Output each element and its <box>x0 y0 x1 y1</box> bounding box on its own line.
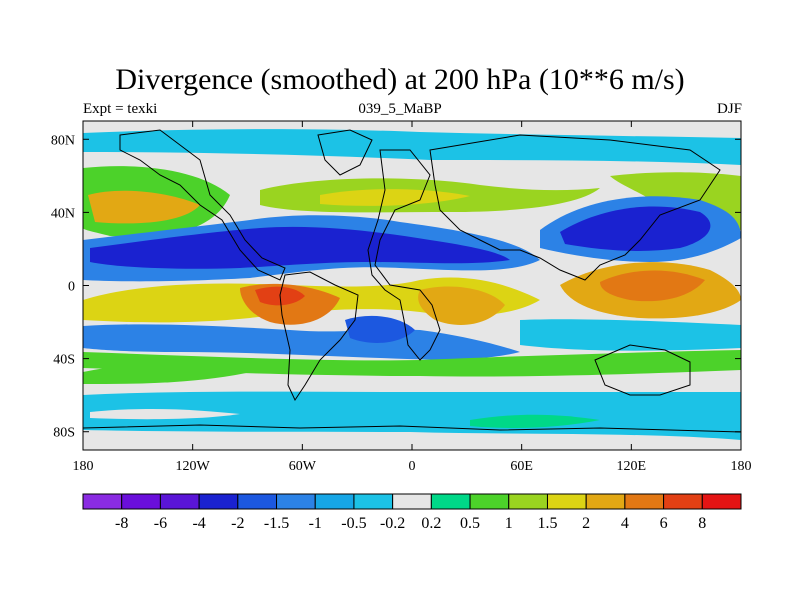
experiment-label: Expt = texki <box>83 101 158 117</box>
asia-convergence-core <box>560 206 711 251</box>
lon-tick-label: 120W <box>176 459 211 474</box>
colorbar-label: -1.5 <box>264 515 289 532</box>
colorbar-swatch <box>276 493 316 510</box>
lon-tick-label: 0 <box>409 459 416 474</box>
divergence-field <box>83 121 741 450</box>
colorbar-label: -8 <box>115 515 128 532</box>
colorbar-label: 0.2 <box>421 515 441 532</box>
colorbar-swatch <box>159 493 200 510</box>
colorbar-label: 0.5 <box>460 515 480 532</box>
colorbar-label: -0.2 <box>380 515 405 532</box>
colorbar-swatch <box>508 493 548 510</box>
colorbar-swatch <box>237 493 278 510</box>
europe-africa-coast <box>367 149 441 361</box>
lat-tick-label: 40N <box>51 206 75 221</box>
colorbar-label: -6 <box>154 515 167 532</box>
colorbar-swatch <box>353 493 394 510</box>
africa-divergence <box>418 286 505 325</box>
greenland-coast <box>317 129 373 176</box>
south-america-coast <box>279 271 359 402</box>
colorbar-label: 8 <box>698 515 706 532</box>
south-atlantic-core <box>345 315 415 343</box>
colorbar-swatch <box>314 493 355 510</box>
north-pacific-divergence-core <box>88 190 200 224</box>
south-green-band <box>83 350 741 377</box>
southern-green-patch <box>470 414 600 428</box>
lat-tick-label: 0 <box>68 280 75 295</box>
maritime-core <box>600 270 705 302</box>
lon-tick-label: 180 <box>73 459 94 474</box>
colorbar-label: -0.5 <box>341 515 366 532</box>
north-atlantic-core <box>320 189 470 206</box>
season-label: DJF <box>716 101 742 117</box>
colorbar-label: 2 <box>582 515 590 532</box>
colorbar-swatch <box>430 493 471 510</box>
colorbar-label: -1 <box>309 515 322 532</box>
colorbar-swatch <box>469 493 510 510</box>
lat-tick-label: 80S <box>53 426 75 441</box>
case-label: 039_5_MaBP <box>358 101 442 117</box>
lon-tick-label: 60W <box>289 459 317 474</box>
asia-coast <box>429 134 721 281</box>
colorbar-label: 4 <box>621 515 629 532</box>
colorbar-swatch <box>585 493 626 510</box>
south-indian-convergence <box>520 319 741 351</box>
colorbar-swatch <box>701 493 742 510</box>
colorbar: -8 -6 -4 -2 -1.5 -1 -0.5 -0.2 0.2 0.5 1 1.5 2 4 6 8 <box>82 493 742 532</box>
lat-tick-label: 80N <box>51 133 75 148</box>
lon-tick-label: 60E <box>510 459 533 474</box>
colorbar-label: 6 <box>660 515 668 532</box>
coastlines <box>83 129 741 433</box>
colorbar-label: -4 <box>192 515 205 532</box>
longitude-axis: 180 120W 60W 0 60E 120E 180 <box>73 121 752 474</box>
colorbar-swatch <box>121 493 161 510</box>
southern-ocean-band <box>83 391 741 440</box>
latitude-axis: 80N 40N 0 40S 80S <box>51 133 741 441</box>
colorbar-swatch <box>663 493 703 510</box>
colorbar-swatch <box>392 493 432 510</box>
plot-title: Divergence (smoothed) at 200 hPa (10**6 … <box>115 63 685 96</box>
lat-tick-label: 40S <box>53 353 75 368</box>
colorbar-swatch <box>82 493 123 510</box>
north-america-coast <box>119 129 286 281</box>
antarctica-coast <box>83 424 741 433</box>
tropical-convergence-core <box>90 226 510 269</box>
colorbar-label: -2 <box>231 515 244 532</box>
australia-coast <box>594 344 691 396</box>
colorbar-swatch <box>546 493 587 510</box>
colorbar-swatch <box>624 493 665 510</box>
lon-tick-label: 120E <box>617 459 647 474</box>
lon-tick-label: 180 <box>731 459 752 474</box>
colorbar-label: 1 <box>505 515 513 532</box>
southern-ocean-gap <box>90 408 240 420</box>
colorbar-label: 1.5 <box>537 515 557 532</box>
colorbar-swatch <box>198 493 239 510</box>
